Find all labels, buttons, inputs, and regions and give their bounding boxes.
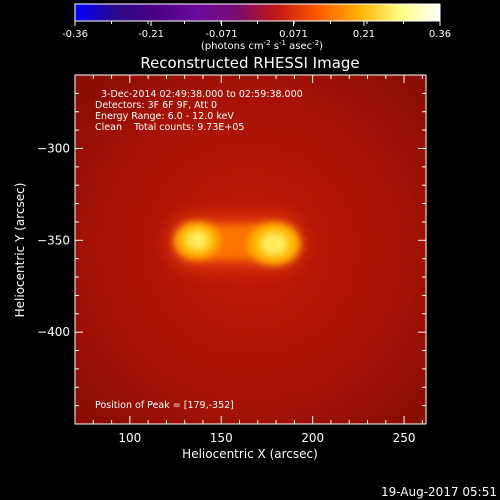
info-detectors: Detectors: 3F 6F 9F, Att 0 xyxy=(95,100,217,111)
plot-frame xyxy=(74,74,427,425)
y-tick-label: −400 xyxy=(37,325,70,339)
x-tick-label: 100 xyxy=(118,431,141,445)
colorbar-tick-label: -0.071 xyxy=(205,29,237,40)
y-axis-label: Heliocentric Y (arcsec) xyxy=(13,183,27,318)
colorbar-tick-marks xyxy=(74,21,441,26)
source-peak xyxy=(185,229,210,251)
peak-position-text: Position of Peak = [179,-352] xyxy=(95,400,234,411)
colorbar-unit-text-3: asec xyxy=(286,41,312,52)
x-tick-label: 150 xyxy=(210,431,233,445)
colorbar-unit-exp-1: -2 xyxy=(264,39,271,47)
colorbar-unit-text-2: s xyxy=(271,41,279,52)
colorbar-unit-exp-2: -1 xyxy=(279,39,286,47)
info-energy-range: Energy Range: 6.0 - 12.0 keV xyxy=(95,111,234,122)
plot-title: Reconstructed RHESSI Image xyxy=(140,54,359,72)
x-tick-label: 250 xyxy=(393,431,416,445)
colorbar-tick-label: -0.21 xyxy=(138,29,164,40)
y-axis-ticks: −300 −350 −400 xyxy=(37,92,426,407)
info-clean-counts: Clean Total counts: 9.73E+05 xyxy=(95,122,244,133)
colorbar-strip xyxy=(74,3,441,22)
x-tick-label: 200 xyxy=(301,431,324,445)
image-panel xyxy=(75,75,426,424)
colorbar: -0.36 -0.21 -0.071 0.071 0.21 0.36 (photons c… xyxy=(62,3,451,52)
colorbar-tick-label: 0.36 xyxy=(429,29,451,40)
colorbar-tick-label: -0.36 xyxy=(62,29,88,40)
footer-date: 19-Aug-2017 05:51 xyxy=(381,485,497,499)
y-tick-label: −350 xyxy=(37,233,70,247)
colorbar-tick-label: 0.21 xyxy=(353,29,375,40)
colorbar-unit-text-4: ) xyxy=(319,41,323,52)
info-time-range: 3-Dec-2014 02:49:38.000 to 02:59:38.000 xyxy=(101,89,303,100)
source-peak xyxy=(260,231,289,256)
colorbar-unit: (photons cm-2 s-1 asec-2) xyxy=(201,39,323,52)
colorbar-tick-labels: -0.36 -0.21 -0.071 0.071 0.21 0.36 xyxy=(62,29,451,40)
info-block: 3-Dec-2014 02:49:38.000 to 02:59:38.000 … xyxy=(95,89,303,133)
colorbar-unit-text-1: (photons cm xyxy=(201,41,264,52)
colorbar-unit-exp-3: -2 xyxy=(312,39,319,47)
x-axis-ticks: 100 150 200 250 xyxy=(92,75,423,445)
x-axis-label: Heliocentric X (arcsec) xyxy=(182,447,318,461)
colorbar-tick-label: 0.071 xyxy=(279,29,308,40)
y-tick-label: −300 xyxy=(37,141,70,155)
emission-sources xyxy=(167,214,305,271)
